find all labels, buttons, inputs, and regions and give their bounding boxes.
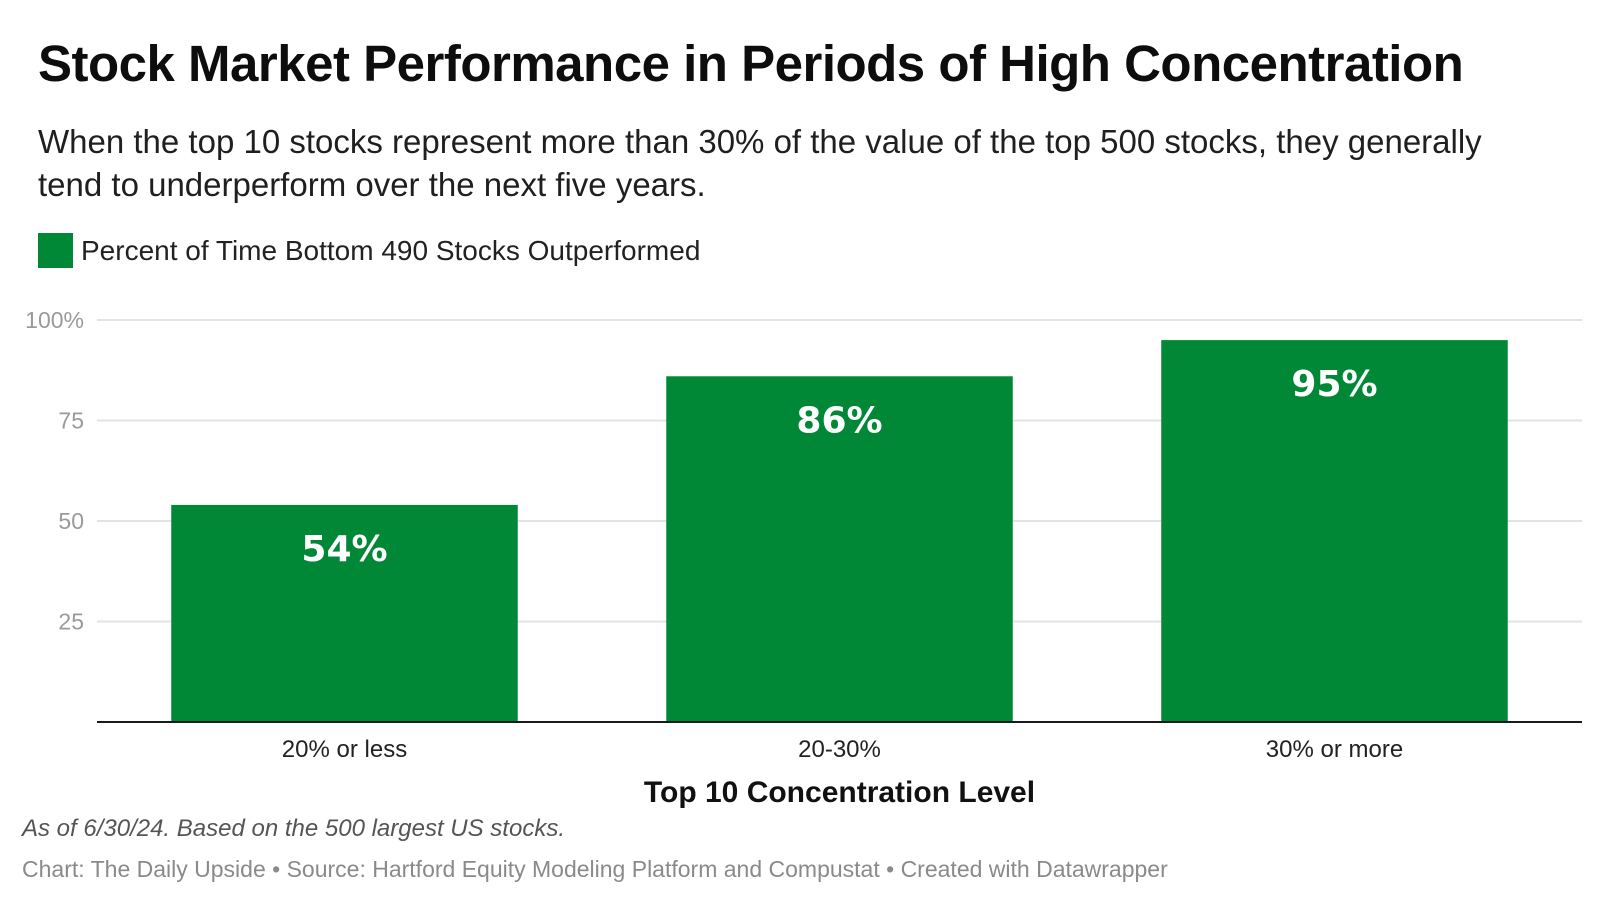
bar-value-label: 54% — [301, 529, 387, 570]
chart-title: Stock Market Performance in Periods of H… — [38, 35, 1464, 92]
y-tick-label: 100% — [25, 307, 84, 333]
x-axis-label: Top 10 Concentration Level — [644, 776, 1035, 809]
x-tick-label: 30% or more — [1266, 736, 1403, 763]
legend: Percent of Time Bottom 490 Stocks Outper… — [38, 233, 700, 268]
bar-value-label: 95% — [1291, 364, 1377, 405]
bar — [171, 504, 518, 722]
x-tick-label: 20-30% — [798, 736, 881, 763]
legend-swatch — [38, 233, 73, 268]
y-tick-label: 75 — [58, 408, 84, 434]
bars — [171, 340, 1508, 722]
bar — [1161, 340, 1508, 722]
y-axis-ticks: 25 50 75 100% — [25, 307, 84, 635]
bar — [666, 376, 1013, 722]
x-tick-label: 20% or less — [282, 736, 407, 763]
chart-credit: Chart: The Daily Upside • Source: Hartfo… — [22, 856, 1168, 882]
chart-subtitle: When the top 10 stocks represent more th… — [38, 123, 1482, 203]
bar-value-label: 86% — [796, 400, 882, 441]
bar-data-labels: 54% 86% 95% — [301, 364, 1377, 570]
x-axis-ticks: 20% or less 20-30% 30% or more — [282, 736, 1403, 763]
y-tick-label: 50 — [58, 508, 84, 534]
legend-label: Percent of Time Bottom 490 Stocks Outper… — [81, 234, 701, 266]
y-tick-label: 25 — [58, 609, 84, 635]
chart-note: As of 6/30/24. Based on the 500 largest … — [22, 815, 565, 842]
